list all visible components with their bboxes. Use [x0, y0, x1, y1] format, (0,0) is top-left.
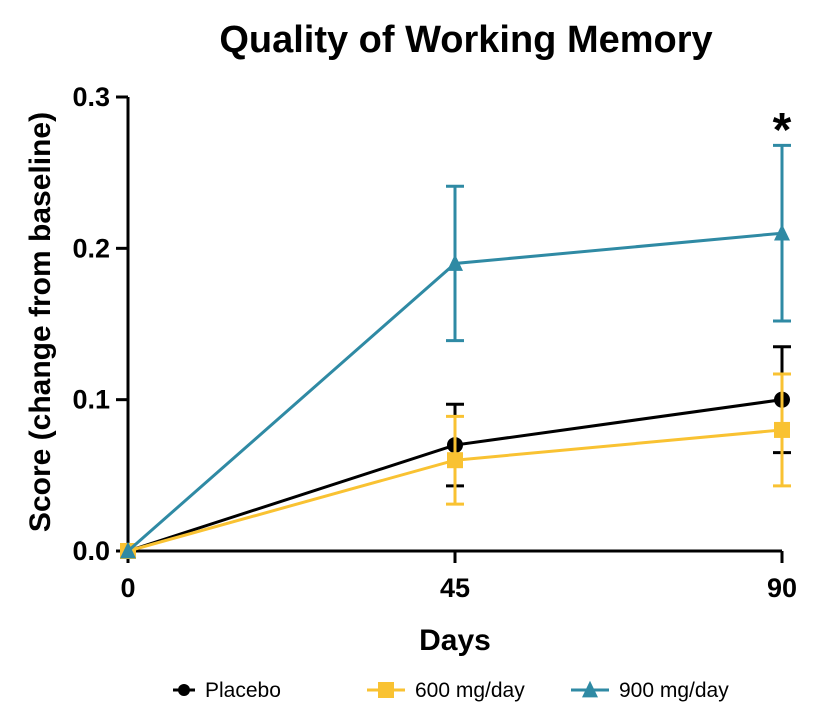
- y-axis-label: Score (change from baseline): [24, 112, 57, 532]
- data-point: [447, 452, 463, 469]
- series-2: [120, 372, 791, 559]
- legend-item: 600 mg/day: [367, 679, 525, 702]
- data-point: [774, 224, 790, 241]
- x-tick-label: 0: [120, 573, 135, 603]
- axis-ticks: 0.0 0.1 0.2 0.3 0 45 90: [72, 82, 797, 603]
- legend-marker: [178, 684, 190, 696]
- legend-marker: [378, 682, 394, 698]
- legend-marker: [582, 680, 598, 698]
- annotation-layer: *: [773, 104, 792, 157]
- y-tick-label: 0.0: [72, 536, 110, 566]
- legend-label: Placebo: [205, 679, 281, 702]
- y-tick-label: 0.3: [72, 82, 110, 112]
- legend-item: 900 mg/day: [571, 679, 729, 702]
- x-tick-label: 45: [440, 573, 470, 603]
- data-point: [774, 421, 790, 438]
- x-tick-label: 90: [767, 573, 797, 603]
- legend: Placebo 600 mg/day 900 mg/day: [173, 679, 729, 702]
- data-point: [120, 541, 136, 559]
- y-tick-label: 0.1: [72, 385, 110, 415]
- significance-annotation: *: [773, 104, 792, 157]
- data-point: [447, 254, 463, 271]
- chart-title: Quality of Working Memory: [219, 19, 712, 61]
- legend-label: 900 mg/day: [619, 679, 729, 702]
- y-tick-label: 0.2: [72, 233, 110, 263]
- legend-label: 600 mg/day: [415, 679, 525, 702]
- x-axis-label: Days: [419, 624, 491, 657]
- legend-item: Placebo: [173, 679, 281, 702]
- series-3: [120, 143, 791, 559]
- series-layer: [120, 143, 791, 559]
